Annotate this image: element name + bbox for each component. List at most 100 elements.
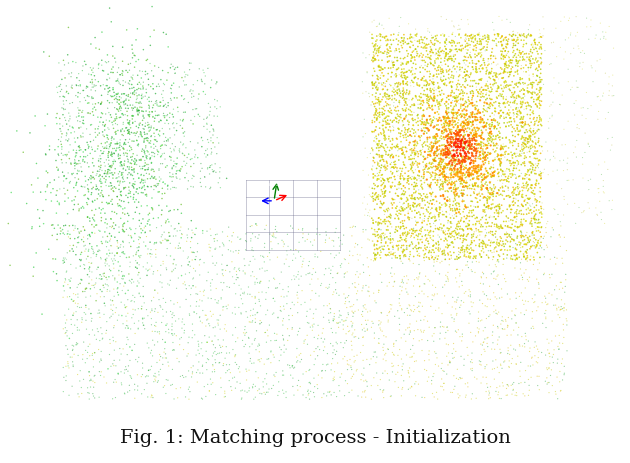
Point — [316, 282, 326, 289]
Point — [94, 187, 104, 194]
Point — [396, 133, 406, 141]
Point — [130, 64, 140, 72]
Point — [152, 138, 162, 146]
Point — [403, 312, 413, 319]
Point — [464, 210, 474, 217]
Point — [534, 220, 544, 227]
Point — [168, 347, 178, 354]
Point — [161, 143, 171, 150]
Point — [188, 282, 198, 290]
Point — [391, 71, 401, 78]
Point — [227, 310, 238, 317]
Point — [377, 87, 387, 94]
Point — [217, 240, 227, 247]
Point — [489, 169, 499, 176]
Point — [57, 144, 67, 151]
Point — [269, 354, 279, 361]
Point — [450, 306, 461, 313]
Point — [394, 210, 404, 218]
Point — [462, 116, 472, 123]
Point — [103, 136, 113, 144]
Point — [449, 110, 459, 118]
Point — [425, 175, 435, 182]
Point — [494, 243, 504, 250]
Point — [169, 132, 180, 139]
Point — [288, 383, 298, 390]
Point — [389, 162, 399, 169]
Point — [401, 137, 411, 144]
Point — [433, 246, 443, 254]
Point — [118, 142, 129, 149]
Point — [107, 151, 117, 158]
Point — [486, 129, 496, 136]
Point — [415, 270, 425, 278]
Point — [384, 127, 394, 134]
Point — [552, 181, 562, 188]
Point — [410, 227, 420, 235]
Point — [421, 273, 431, 280]
Point — [166, 186, 176, 194]
Point — [229, 280, 239, 288]
Point — [563, 79, 573, 86]
Point — [151, 182, 161, 190]
Point — [524, 206, 534, 214]
Point — [444, 131, 454, 139]
Point — [59, 94, 69, 101]
Point — [509, 165, 519, 173]
Point — [379, 111, 389, 119]
Point — [303, 391, 313, 399]
Point — [375, 49, 386, 56]
Point — [398, 366, 408, 374]
Point — [496, 152, 507, 160]
Point — [83, 201, 93, 209]
Point — [481, 71, 491, 78]
Point — [123, 184, 134, 191]
Point — [435, 184, 445, 191]
Point — [482, 139, 492, 146]
Point — [508, 160, 518, 167]
Point — [447, 162, 457, 169]
Point — [154, 83, 164, 91]
Point — [426, 46, 436, 54]
Point — [433, 55, 443, 63]
Point — [454, 61, 464, 68]
Point — [37, 311, 47, 318]
Point — [113, 151, 123, 158]
Point — [532, 359, 542, 367]
Point — [407, 230, 417, 238]
Point — [127, 164, 137, 172]
Point — [375, 114, 385, 122]
Point — [413, 82, 423, 90]
Point — [462, 104, 472, 111]
Point — [459, 290, 469, 297]
Point — [412, 31, 422, 38]
Point — [226, 369, 236, 376]
Point — [163, 100, 173, 107]
Point — [430, 324, 440, 332]
Point — [494, 103, 504, 110]
Point — [176, 235, 186, 242]
Point — [528, 108, 538, 116]
Point — [449, 198, 459, 206]
Point — [450, 148, 461, 155]
Point — [369, 198, 379, 205]
Point — [104, 126, 114, 134]
Point — [517, 216, 527, 224]
Point — [465, 42, 475, 50]
Point — [456, 190, 466, 198]
Point — [210, 235, 220, 243]
Point — [512, 224, 522, 232]
Point — [534, 219, 544, 227]
Point — [604, 109, 614, 117]
Point — [211, 285, 221, 293]
Point — [455, 141, 466, 148]
Point — [106, 114, 117, 122]
Point — [552, 295, 562, 303]
Point — [518, 390, 528, 398]
Point — [509, 37, 519, 44]
Point — [520, 344, 530, 351]
Point — [444, 106, 454, 114]
Point — [202, 339, 212, 346]
Point — [524, 176, 534, 183]
Point — [529, 144, 539, 151]
